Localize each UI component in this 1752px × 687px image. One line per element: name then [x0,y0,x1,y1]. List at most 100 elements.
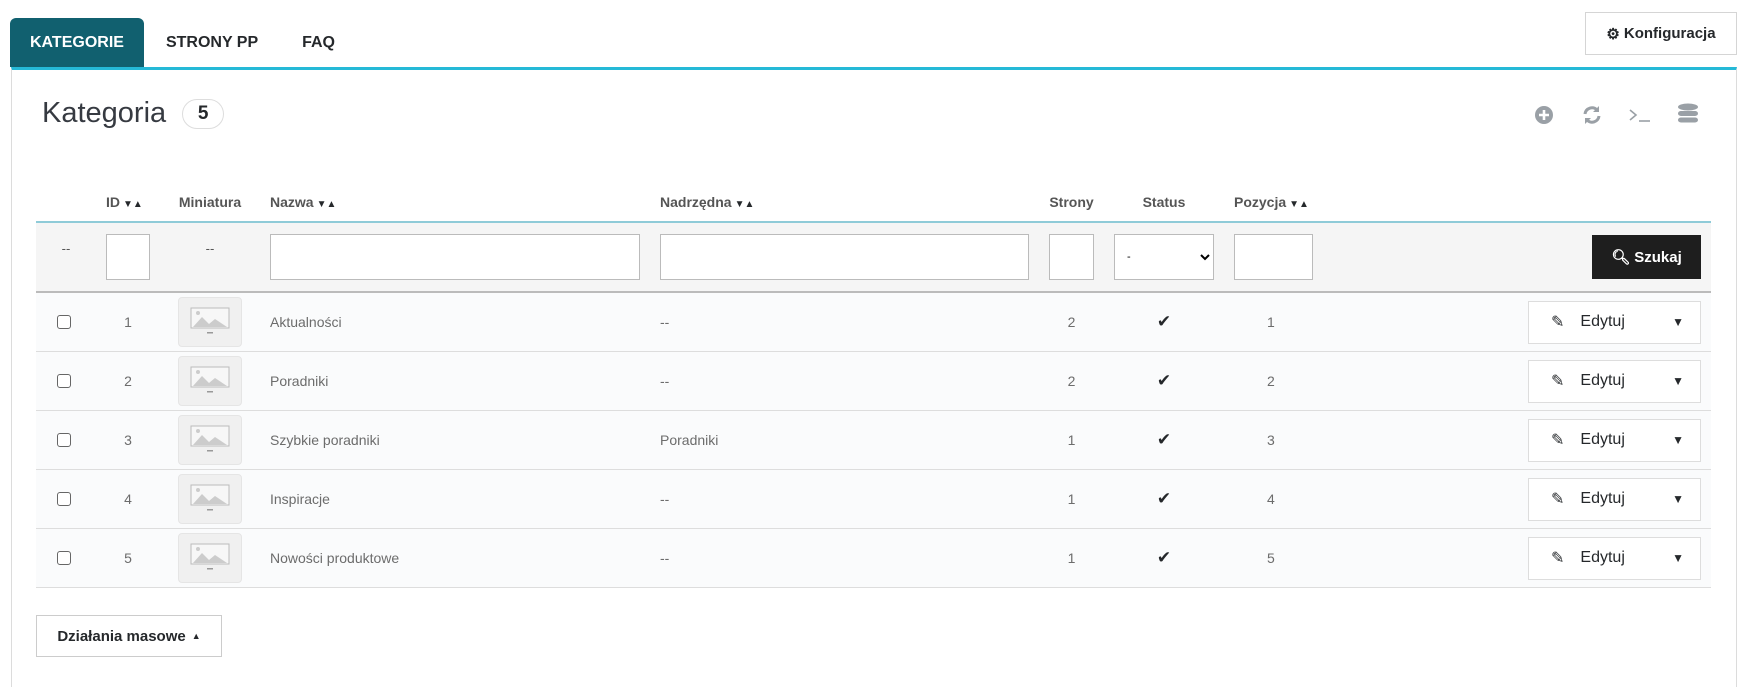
thumbnail-placeholder-icon [178,474,242,524]
page-title: Kategoria 5 [42,97,225,130]
gears-icon: ⚙ [1606,25,1620,43]
edit-button[interactable]: ✎ Edytuj ▼ [1528,536,1701,580]
bulk-actions-button[interactable]: Działania masowe ▲ [36,615,222,657]
edit-label: Edytuj [1580,372,1625,389]
thumbnail-placeholder-icon [178,297,242,347]
status-check-icon[interactable]: ✔ [1156,489,1172,508]
filter-pages-input[interactable] [1049,234,1094,280]
row-name: Nowości produktowe [270,550,400,566]
tab-faq[interactable]: FAQ [302,33,335,51]
filter-name-input[interactable] [270,234,640,280]
sort-icon[interactable]: ▼▲ [1289,199,1309,210]
filter-position-input[interactable] [1234,234,1313,280]
edit-label: Edytuj [1580,549,1625,566]
row-checkbox[interactable] [57,315,71,329]
filter-parent-input[interactable] [660,234,1029,280]
col-parent[interactable]: Nadrzędna ▼▲ [660,194,755,210]
count-badge: 5 [182,98,225,129]
config-label: Konfiguracja [1623,25,1716,42]
row-parent: -- [660,550,670,566]
caret-down-icon[interactable]: ▼ [1672,315,1684,329]
row-parent: -- [660,314,670,330]
edit-button[interactable]: ✎ Edytuj ▼ [1528,359,1701,403]
refresh-icon[interactable] [1578,101,1606,129]
col-status: Status [1142,194,1186,210]
terminal-icon[interactable] [1626,101,1654,129]
table-row: 2 Poradniki -- 2 ✔ 2 ✎ Edytuj ▼ [36,352,1711,411]
edit-label: Edytuj [1580,431,1625,448]
row-pages: 2 [1067,373,1076,389]
caret-up-icon: ▲ [191,631,201,641]
sort-icon[interactable]: ▼▲ [734,199,755,210]
status-check-icon[interactable]: ✔ [1156,430,1172,449]
row-id: 3 [124,432,132,448]
panel [11,67,1737,687]
edit-button[interactable]: ✎ Edytuj ▼ [1528,418,1701,462]
row-checkbox[interactable] [57,433,71,447]
search-icon: 🔍︎ [1611,249,1631,266]
row-name: Aktualności [270,314,342,330]
search-button[interactable]: 🔍︎ Szukaj [1592,235,1701,279]
pencil-icon: ✎ [1551,432,1565,449]
row-name: Inspiracje [270,491,330,507]
pencil-icon: ✎ [1551,491,1565,508]
filter-placeholder: -- [61,241,71,256]
table-row: 3 Szybkie poradniki Poradniki 1 ✔ 3 ✎ Ed… [36,411,1711,470]
status-check-icon[interactable]: ✔ [1156,548,1172,567]
row-pages: 1 [1067,550,1076,566]
filter-id-input[interactable] [106,234,150,280]
row-checkbox[interactable] [57,492,71,506]
row-name: Szybkie poradniki [270,432,380,448]
row-position: 2 [1267,373,1275,389]
row-pages: 1 [1067,491,1076,507]
table-row: 1 Aktualności -- 2 ✔ 1 ✎ Edytuj ▼ [36,293,1711,352]
tab-bar: KATEGORIE STRONY PP FAQ [10,18,357,67]
edit-button[interactable]: ✎ Edytuj ▼ [1528,477,1701,521]
pencil-icon: ✎ [1551,314,1565,331]
row-parent: Poradniki [660,432,719,448]
row-id: 5 [124,550,132,566]
sort-icon[interactable]: ▼▲ [316,199,337,210]
add-circle-icon[interactable] [1530,101,1558,129]
thumbnail-placeholder-icon [178,533,242,583]
table-header: ID ▼▲ Miniatura Nazwa ▼▲ Nadrzędna ▼▲ Stron… [36,183,1711,223]
row-id: 1 [124,314,132,330]
caret-down-icon[interactable]: ▼ [1672,433,1684,447]
edit-button[interactable]: ✎ Edytuj ▼ [1528,300,1701,344]
row-position: 1 [1267,314,1275,330]
caret-down-icon[interactable]: ▼ [1672,374,1684,388]
database-icon[interactable] [1674,101,1702,129]
row-position: 4 [1267,491,1275,507]
row-id: 2 [124,373,132,389]
col-id[interactable]: ID ▼▲ [106,194,143,210]
row-id: 4 [124,491,132,507]
col-name[interactable]: Nazwa ▼▲ [270,194,337,210]
filter-status-select[interactable]: - [1114,234,1214,280]
caret-down-icon[interactable]: ▼ [1672,492,1684,506]
tab-strony-pp[interactable]: STRONY PP [165,33,259,51]
pencil-icon: ✎ [1551,373,1565,390]
table-row: 4 Inspiracje -- 1 ✔ 4 ✎ Edytuj ▼ [36,470,1711,529]
caret-down-icon[interactable]: ▼ [1672,551,1684,565]
row-checkbox[interactable] [57,551,71,565]
col-thumb: Miniatura [178,194,242,210]
filter-row: -- -- - 🔍︎ Szukaj [36,223,1711,293]
thumbnail-placeholder-icon [178,356,242,406]
col-position[interactable]: Pozycja ▼▲ [1234,194,1309,210]
row-position: 5 [1267,550,1275,566]
status-check-icon[interactable]: ✔ [1156,312,1172,331]
col-pages: Strony [1049,194,1094,210]
row-pages: 1 [1067,432,1076,448]
row-pages: 2 [1067,314,1076,330]
config-button[interactable]: ⚙ Konfiguracja [1585,12,1737,55]
row-parent: -- [660,491,670,507]
thumbnail-placeholder-icon [178,415,242,465]
tab-kategorie[interactable]: KATEGORIE [10,18,144,67]
row-parent: -- [660,373,670,389]
status-check-icon[interactable]: ✔ [1156,371,1172,390]
pencil-icon: ✎ [1551,550,1565,567]
row-checkbox[interactable] [57,374,71,388]
sort-icon[interactable]: ▼▲ [123,199,143,210]
title-text: Kategoria [42,97,167,129]
table-row: 5 Nowości produktowe -- 1 ✔ 5 ✎ Edytuj ▼ [36,529,1711,588]
